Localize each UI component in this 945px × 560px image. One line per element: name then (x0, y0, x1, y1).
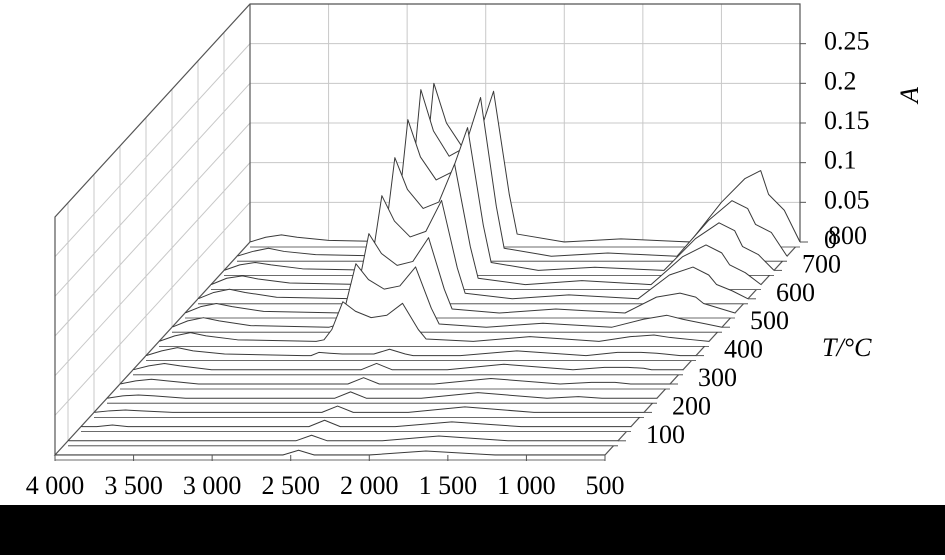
trace-fill (81, 420, 631, 432)
x-tick-label: 500 (586, 471, 625, 500)
z-tick-label: 0.2 (824, 66, 857, 95)
trace-fill (120, 377, 670, 389)
y-tick-label: 500 (750, 306, 789, 335)
trace (249, 82, 801, 243)
y-tick-label: 800 (828, 221, 867, 250)
trace (223, 119, 775, 271)
x-tick-label: 3 000 (183, 471, 242, 500)
trace (236, 89, 788, 257)
trace-fill (159, 301, 709, 347)
y-tick-label: 400 (724, 335, 763, 364)
z-tick-label: 0.25 (824, 27, 870, 56)
y-tick-label: 200 (672, 391, 711, 420)
t-axis-title: T/°C (822, 333, 872, 362)
z-tick-label: 0.1 (824, 146, 857, 175)
z-tick-label: 0 (824, 225, 837, 254)
trace (145, 347, 696, 357)
trace (81, 419, 631, 428)
trace (210, 157, 762, 286)
trace (171, 263, 723, 328)
trace-fill (185, 233, 735, 318)
labels: 4 000 3 500 3 000 2 500 2 000 1 500 1 000 500 10… (26, 27, 870, 500)
trace (197, 195, 749, 300)
trace (132, 362, 683, 371)
x-tick-label: 2 000 (340, 471, 399, 500)
z-tick-label: 0.05 (824, 185, 870, 214)
y-tick-label: 600 (776, 278, 815, 307)
trace-fill (68, 435, 618, 446)
trace (106, 391, 657, 399)
trace-fill (133, 363, 683, 375)
x-tick-label: 4 000 (26, 471, 85, 500)
trace (184, 233, 736, 314)
x-tick-label: 1 500 (419, 471, 478, 500)
trace-fill (146, 347, 696, 361)
trace (68, 434, 618, 442)
trace (93, 405, 644, 413)
bottom-bar (0, 505, 945, 555)
x-tick-label: 1 000 (497, 471, 556, 500)
z-tick-label: 0.15 (824, 106, 870, 135)
y-tick-label: 100 (646, 420, 685, 449)
traces (55, 82, 801, 461)
trace-fill (198, 195, 748, 304)
trace (55, 449, 605, 456)
x-tick-label: 3 500 (104, 471, 163, 500)
trace (158, 301, 710, 342)
z-axis-title: A (895, 87, 924, 105)
x-tick-label: 2 500 (261, 471, 320, 500)
trace-fill (172, 263, 722, 333)
y-tick-label: 300 (698, 363, 737, 392)
y-tick-label: 700 (802, 249, 841, 278)
trace-fill (94, 406, 644, 418)
trace-fill (107, 391, 657, 404)
trace (119, 377, 670, 385)
